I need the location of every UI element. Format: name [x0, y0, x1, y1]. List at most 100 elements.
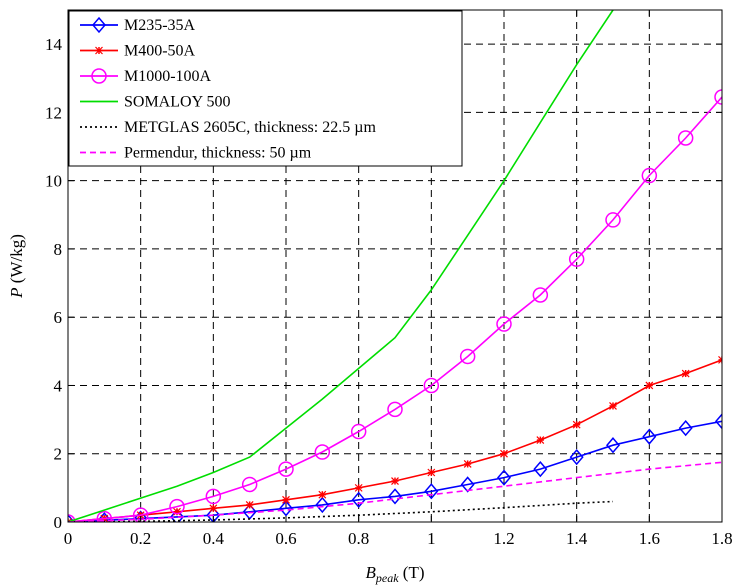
- legend-item: Permendur, thickness: 50 µm: [80, 145, 312, 162]
- data-point-circle: [278, 461, 294, 477]
- y-tick-label: 10: [45, 172, 62, 191]
- star-stroke: [718, 359, 722, 364]
- star-stroke: [718, 355, 722, 361]
- star-stroke: [318, 490, 327, 499]
- data-point-diamond: [460, 476, 475, 493]
- x-tick-label: 0.6: [275, 529, 296, 548]
- legend-label: M1000-100A: [124, 68, 212, 85]
- series-line: [68, 10, 614, 522]
- data-point-circle: [677, 130, 694, 146]
- x-tick-label: 0: [64, 529, 73, 548]
- x-axis-label-unit: (T): [399, 563, 425, 582]
- series-4: [68, 500, 614, 522]
- data-point-diamond: [388, 488, 402, 505]
- star-stroke: [282, 495, 290, 504]
- data-point-star: [536, 436, 545, 445]
- x-axis-label-sub: peak: [375, 571, 399, 585]
- y-axis-label-main: P: [7, 287, 26, 298]
- data-point-star: [681, 369, 690, 378]
- data-point-star: [572, 420, 581, 429]
- y-tick-label: 14: [45, 35, 63, 54]
- data-point-diamond: [206, 507, 221, 522]
- data-point-star: [318, 490, 327, 499]
- data-point-diamond: [68, 513, 75, 522]
- y-tick-label: 8: [54, 240, 63, 259]
- star-stroke: [354, 483, 363, 492]
- star-stroke: [245, 501, 254, 509]
- star-stroke: [173, 507, 181, 516]
- data-point-star: [427, 468, 436, 477]
- x-tick-label: 1.4: [566, 529, 588, 548]
- data-point-star: [391, 477, 399, 485]
- data-point-diamond: [424, 483, 439, 500]
- data-point-diamond: [92, 16, 106, 34]
- data-point-circle: [641, 167, 658, 184]
- star-stroke: [95, 46, 103, 55]
- legend-item: M235-35A: [80, 16, 196, 34]
- data-point-diamond: [606, 437, 620, 454]
- y-tick-label: 6: [54, 308, 63, 327]
- star-stroke: [536, 436, 545, 445]
- star-stroke: [427, 468, 436, 477]
- star-stroke: [463, 460, 472, 468]
- star-stroke: [609, 402, 617, 410]
- data-point-circle: [169, 498, 185, 515]
- legend-label: Permendur, thickness: 50 µm: [124, 145, 312, 162]
- data-point-star: [282, 495, 290, 504]
- star-stroke: [68, 518, 72, 522]
- data-point-circle: [132, 507, 149, 522]
- y-axis-label: P (W/kg): [7, 234, 26, 299]
- y-tick-label: 2: [54, 445, 63, 464]
- legend-label: M400-50A: [124, 43, 196, 60]
- legend-item: SOMALOY 500: [80, 94, 231, 111]
- tick-labels: 0 0.2 0.4 0.6 0.8 1 1.2 1.4 1.6 1.8 0 2 4 6 8 10 12 14: [45, 35, 733, 548]
- series-2: [68, 89, 722, 522]
- data-point-diamond: [569, 448, 584, 466]
- data-point-circle: [350, 423, 367, 440]
- data-point-circle: [241, 476, 258, 493]
- plot-frame: [67, 9, 723, 523]
- data-point-circle: [568, 251, 585, 267]
- legend-item: M400-50A: [80, 43, 196, 60]
- series-3: [68, 10, 614, 522]
- data-point-circle: [387, 401, 403, 418]
- legend-label: M235-35A: [124, 17, 196, 34]
- star-stroke: [391, 477, 399, 485]
- data-point-diamond: [279, 500, 293, 517]
- data-point-circle: [605, 212, 621, 228]
- data-point-star: [500, 449, 508, 458]
- y-axis-label-unit: (W/kg): [7, 234, 26, 287]
- data-point-star: [718, 355, 722, 364]
- x-tick-label: 0.4: [203, 529, 225, 548]
- series-line: [68, 420, 722, 522]
- legend-label: SOMALOY 500: [124, 94, 231, 111]
- legend-label: METGLAS 2605C, thickness: 22.5 µm: [124, 119, 376, 136]
- x-tick-label: 1.6: [639, 529, 660, 548]
- x-tick-label: 1.8: [711, 529, 732, 548]
- data-point-circle: [532, 287, 549, 303]
- data-point-star: [68, 518, 72, 522]
- data-point-star: [209, 504, 218, 513]
- data-point-circle: [205, 488, 222, 505]
- x-axis-label-main: B: [365, 563, 376, 582]
- series-line: [68, 500, 614, 522]
- data-point-star: [645, 381, 654, 390]
- data-point-diamond: [351, 491, 366, 508]
- x-tick-label: 1: [427, 529, 436, 548]
- series-1: [68, 355, 722, 522]
- data-point-circle: [714, 89, 722, 105]
- y-tick-label: 4: [54, 376, 63, 395]
- star-stroke: [500, 449, 508, 458]
- data-point-diamond: [715, 413, 722, 430]
- series-layer: [68, 10, 722, 522]
- data-point-circle: [459, 348, 476, 365]
- data-point-star: [354, 483, 363, 492]
- data-point-star: [609, 402, 617, 410]
- y-tick-label: 0: [54, 513, 63, 532]
- legend: M235-35A M400-50A M1000-100A SOMALOY 500 MET…: [68, 10, 463, 167]
- x-tick-label: 1.2: [493, 529, 514, 548]
- data-point-circle: [91, 68, 107, 84]
- data-point-star: [463, 460, 472, 468]
- x-axis-label: Bpeak (T): [365, 563, 424, 585]
- data-point-circle: [423, 377, 440, 394]
